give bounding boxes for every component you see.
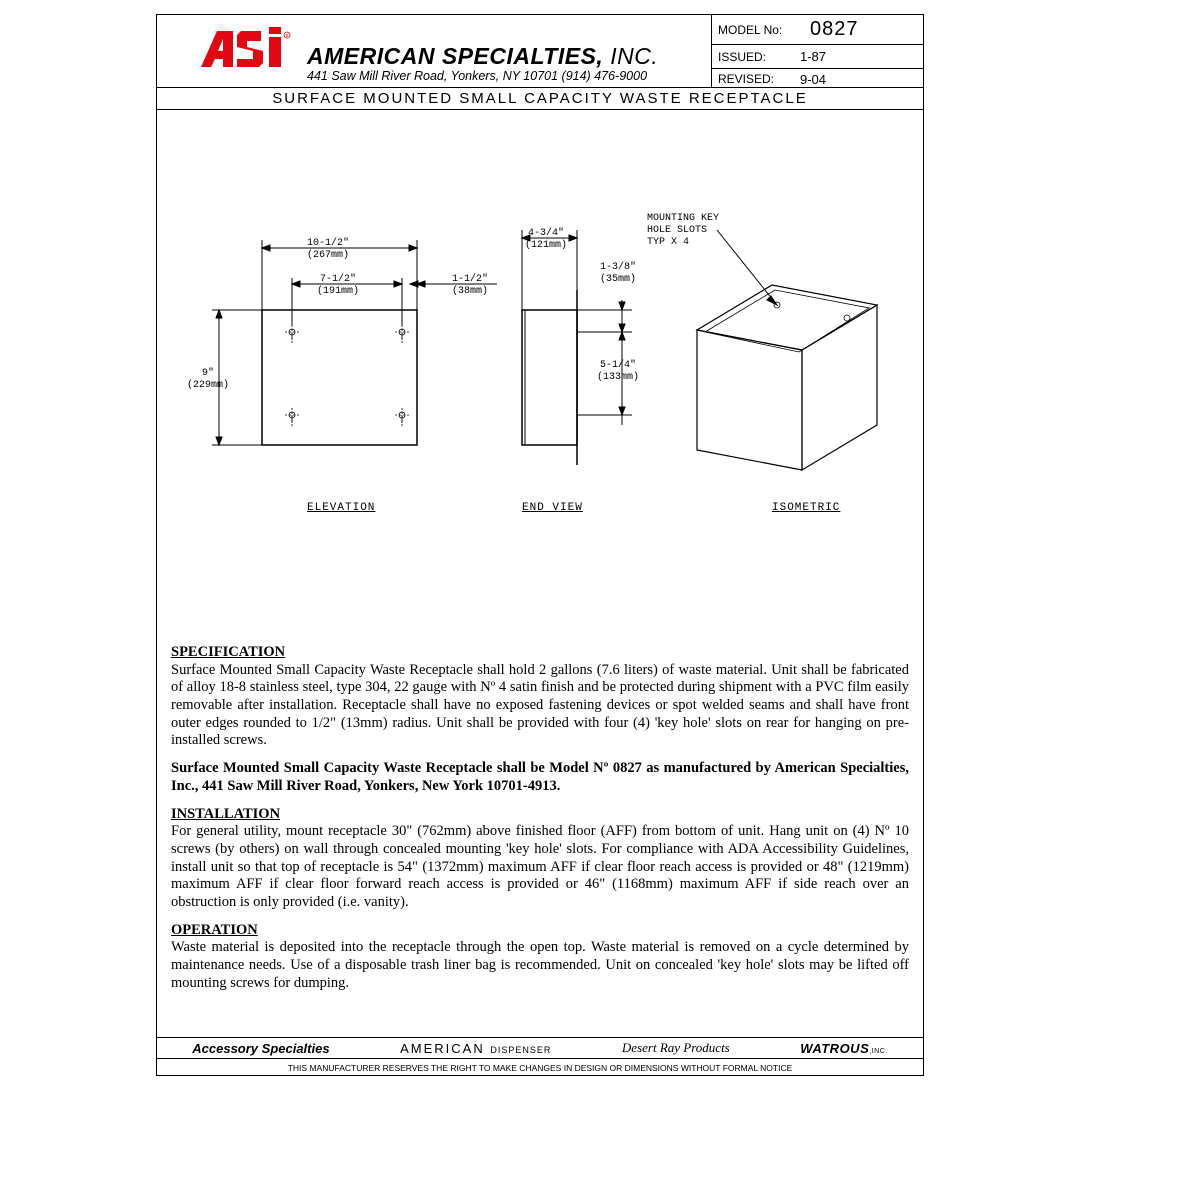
meta-issued: ISSUED: 1-87 bbox=[712, 45, 923, 69]
iso-note: MOUNTING KEY HOLE SLOTS TYP X 4 bbox=[647, 213, 719, 249]
issued-label: ISSUED: bbox=[718, 50, 800, 64]
revised-value: 9-04 bbox=[800, 72, 826, 87]
dim-h: 9" (229mm) bbox=[187, 368, 229, 392]
meta-revised: REVISED: 9-04 bbox=[712, 69, 923, 89]
brand-1: Accessory Specialties bbox=[192, 1041, 329, 1056]
brand-3: Desert Ray Products bbox=[622, 1040, 730, 1056]
brand-2: AMERICAN DISPENSER bbox=[400, 1041, 551, 1056]
model-label: MODEL No: bbox=[718, 23, 800, 37]
meta-box: MODEL No: 0827 ISSUED: 1-87 REVISED: 9-0… bbox=[711, 15, 923, 88]
brand-4: WATROUS,INC. bbox=[800, 1041, 887, 1056]
footer-disclaimer: THIS MANUFACTURER RESERVES THE RIGHT TO … bbox=[157, 1063, 923, 1073]
company-bold: AMERICAN SPECIALTIES, bbox=[307, 43, 603, 69]
spec-p1: Surface Mounted Small Capacity Waste Rec… bbox=[171, 662, 909, 750]
install-heading: INSTALLATION bbox=[171, 806, 909, 824]
header: R AMERICAN SPECIALTIES, INC. 441 Saw Mil… bbox=[157, 15, 923, 88]
footer-brands: Accessory Specialties AMERICAN DISPENSER… bbox=[157, 1037, 923, 1059]
view-elevation: ELEVATION bbox=[307, 502, 375, 514]
spec-sheet: R AMERICAN SPECIALTIES, INC. 441 Saw Mil… bbox=[156, 14, 924, 1076]
op-p: Waste material is deposited into the rec… bbox=[171, 939, 909, 992]
view-iso: ISOMETRIC bbox=[772, 502, 840, 514]
op-heading: OPERATION bbox=[171, 922, 909, 940]
spec-p2: Surface Mounted Small Capacity Waste Rec… bbox=[171, 760, 909, 795]
meta-model: MODEL No: 0827 bbox=[712, 15, 923, 45]
company-inc: INC. bbox=[603, 43, 658, 69]
company-address: 441 Saw Mill River Road, Yonkers, NY 107… bbox=[307, 69, 647, 83]
dim-w2: 7-1/2" (191mm) bbox=[317, 274, 359, 298]
install-p: For general utility, mount receptacle 30… bbox=[171, 823, 909, 911]
issued-value: 1-87 bbox=[800, 49, 826, 64]
dim-sl2: 5-1/4" (133mm) bbox=[597, 360, 639, 384]
company-name: AMERICAN SPECIALTIES, INC. bbox=[307, 43, 658, 70]
spec-body: SPECIFICATION Surface Mounted Small Capa… bbox=[157, 644, 923, 992]
spec-heading: SPECIFICATION bbox=[171, 644, 909, 662]
view-end: END VIEW bbox=[522, 502, 583, 514]
asi-logo: R bbox=[197, 23, 297, 80]
technical-drawing-svg bbox=[157, 110, 925, 530]
title-bar: SURFACE MOUNTED SMALL CAPACITY WASTE REC… bbox=[157, 88, 923, 110]
drawing-area: 10-1/2" (267mm) 7-1/2" (191mm) 1-1/2" (3… bbox=[157, 110, 923, 640]
revised-label: REVISED: bbox=[718, 72, 800, 86]
dim-sl1: 1-3/8" (35mm) bbox=[600, 262, 636, 286]
dim-off: 1-1/2" (38mm) bbox=[452, 274, 488, 298]
svg-text:R: R bbox=[286, 33, 289, 38]
dim-d: 4-3/4" (121mm) bbox=[525, 228, 567, 252]
dim-w1: 10-1/2" (267mm) bbox=[307, 238, 349, 262]
model-value: 0827 bbox=[810, 18, 859, 41]
